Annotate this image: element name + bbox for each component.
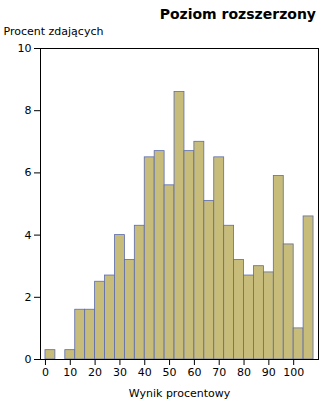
svg-text:70: 70 bbox=[212, 366, 226, 379]
svg-text:100: 100 bbox=[283, 366, 304, 379]
svg-text:0: 0 bbox=[42, 366, 49, 379]
svg-text:0: 0 bbox=[25, 353, 32, 366]
svg-text:20: 20 bbox=[88, 366, 102, 379]
svg-text:2: 2 bbox=[25, 291, 32, 304]
svg-text:10: 10 bbox=[18, 42, 32, 55]
svg-text:30: 30 bbox=[113, 366, 127, 379]
svg-text:Wynik procentowy: Wynik procentowy bbox=[129, 387, 231, 400]
svg-text:90: 90 bbox=[262, 366, 276, 379]
svg-text:60: 60 bbox=[187, 366, 201, 379]
svg-text:Procent zdających: Procent zdających bbox=[4, 25, 104, 38]
svg-text:50: 50 bbox=[163, 366, 177, 379]
svg-text:40: 40 bbox=[138, 366, 152, 379]
svg-text:10: 10 bbox=[63, 366, 77, 379]
svg-text:4: 4 bbox=[25, 229, 32, 242]
html-text:Poziom rozszerzony: Poziom rozszerzony bbox=[159, 6, 316, 22]
svg-text:80: 80 bbox=[237, 366, 251, 379]
svg-text:8: 8 bbox=[25, 104, 32, 117]
svg-text:6: 6 bbox=[25, 166, 32, 179]
